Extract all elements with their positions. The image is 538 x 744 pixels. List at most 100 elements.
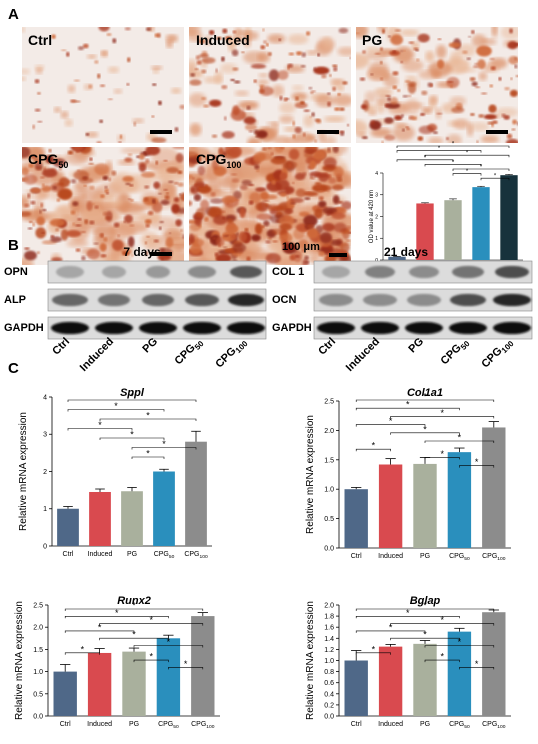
y-tick-label: 4 <box>375 171 378 177</box>
stain-nodule <box>75 248 81 252</box>
significance-bracket <box>99 637 169 641</box>
blot-row-label-opn: OPN <box>4 266 28 278</box>
stain-haze <box>272 135 292 143</box>
stain-haze <box>376 94 391 105</box>
stain-nodule <box>30 187 41 193</box>
stain-nodule <box>478 114 485 118</box>
significance-star: * <box>146 449 150 459</box>
stain-nodule <box>223 234 229 238</box>
stain-nodule <box>332 194 340 205</box>
stain-nodule <box>151 137 167 143</box>
stain-nodule <box>96 141 102 143</box>
stain-nodule <box>179 193 182 196</box>
lane-label-cpg100-7d: CPG100 <box>213 335 250 372</box>
stain-nodule <box>39 209 42 214</box>
stain-nodule <box>248 200 254 205</box>
stain-nodule <box>288 163 292 168</box>
stain-nodule <box>381 140 384 143</box>
stain-nodule <box>279 192 287 197</box>
stain-nodule <box>81 255 86 261</box>
blot-band <box>365 265 395 279</box>
stain-nodule <box>153 181 161 189</box>
stain-haze <box>365 51 388 60</box>
chart-title: Sppl <box>120 387 145 399</box>
stain-nodule <box>152 201 163 213</box>
stain-nodule <box>23 203 30 208</box>
stain-nodule <box>177 170 183 175</box>
stain-nodule <box>212 237 217 240</box>
stain-haze <box>220 63 238 74</box>
blot-band <box>146 265 170 279</box>
significance-star: * <box>130 430 134 440</box>
stain-haze <box>64 119 73 127</box>
stain-nodule <box>212 155 218 160</box>
stain-haze <box>453 118 470 130</box>
stain-nodule <box>415 49 419 52</box>
stain-nodule <box>471 81 478 87</box>
stain-nodule <box>421 90 428 96</box>
significance-bracket <box>390 623 495 626</box>
stain-nodule <box>327 92 331 95</box>
stain-nodule <box>119 134 123 139</box>
stain-nodule <box>93 242 99 245</box>
stain-nodule <box>28 220 33 223</box>
bar <box>344 660 368 716</box>
stain-nodule <box>222 28 228 34</box>
significance-star: * <box>424 155 427 161</box>
stain-nodule <box>74 100 81 103</box>
stain-nodule <box>107 98 113 101</box>
stain-nodule <box>329 74 332 77</box>
blot-strip-gapdh <box>313 316 533 340</box>
y-axis-label: Relative mRNA expression <box>305 601 316 720</box>
stain-layer <box>22 27 184 143</box>
significance-star: * <box>452 142 455 148</box>
stain-nodule <box>466 57 471 61</box>
stain-nodule <box>216 36 222 41</box>
stain-nodule <box>321 74 327 79</box>
stain-haze <box>116 222 149 234</box>
stain-layer <box>22 147 184 265</box>
stain-haze <box>165 40 173 49</box>
stain-haze <box>367 65 388 81</box>
significance-bracket <box>355 407 460 411</box>
bar <box>444 200 462 260</box>
stain-nodule <box>356 32 360 35</box>
blot-band <box>95 321 133 335</box>
stain-nodule <box>133 121 137 127</box>
significance-bracket <box>64 652 100 655</box>
stain-haze <box>323 36 332 50</box>
stain-nodule <box>55 228 59 232</box>
blot-band <box>230 265 262 279</box>
significance-star: * <box>98 622 102 632</box>
stain-nodule <box>249 192 261 204</box>
chart-title: Col1a1 <box>407 387 443 399</box>
stain-nodule <box>314 118 321 122</box>
y-tick-label: 1.5 <box>33 647 43 654</box>
stain-layer <box>356 27 518 143</box>
stain-nodule <box>97 73 101 79</box>
blot-band <box>139 321 177 335</box>
stain-nodule <box>417 136 424 141</box>
blot-band <box>363 293 397 307</box>
stain-nodule <box>198 39 206 44</box>
stain-nodule <box>392 71 399 76</box>
stain-haze <box>216 192 233 197</box>
stain-nodule <box>27 227 33 230</box>
significance-star: * <box>423 392 427 402</box>
stain-haze <box>189 92 207 107</box>
bar <box>185 441 207 546</box>
bar <box>388 256 406 260</box>
stain-nodule <box>271 180 276 185</box>
stain-nodule <box>32 222 36 227</box>
significance-star: * <box>389 416 393 426</box>
stain-nodule <box>244 227 249 232</box>
stain-nodule <box>122 176 134 183</box>
stain-haze <box>469 121 490 132</box>
stain-nodule <box>332 86 337 92</box>
stain-nodule <box>491 120 498 125</box>
significance-star: * <box>132 601 136 611</box>
significance-star: * <box>494 174 497 180</box>
stain-nodule <box>66 51 70 57</box>
stain-nodule <box>35 227 47 239</box>
stain-haze <box>421 107 432 115</box>
